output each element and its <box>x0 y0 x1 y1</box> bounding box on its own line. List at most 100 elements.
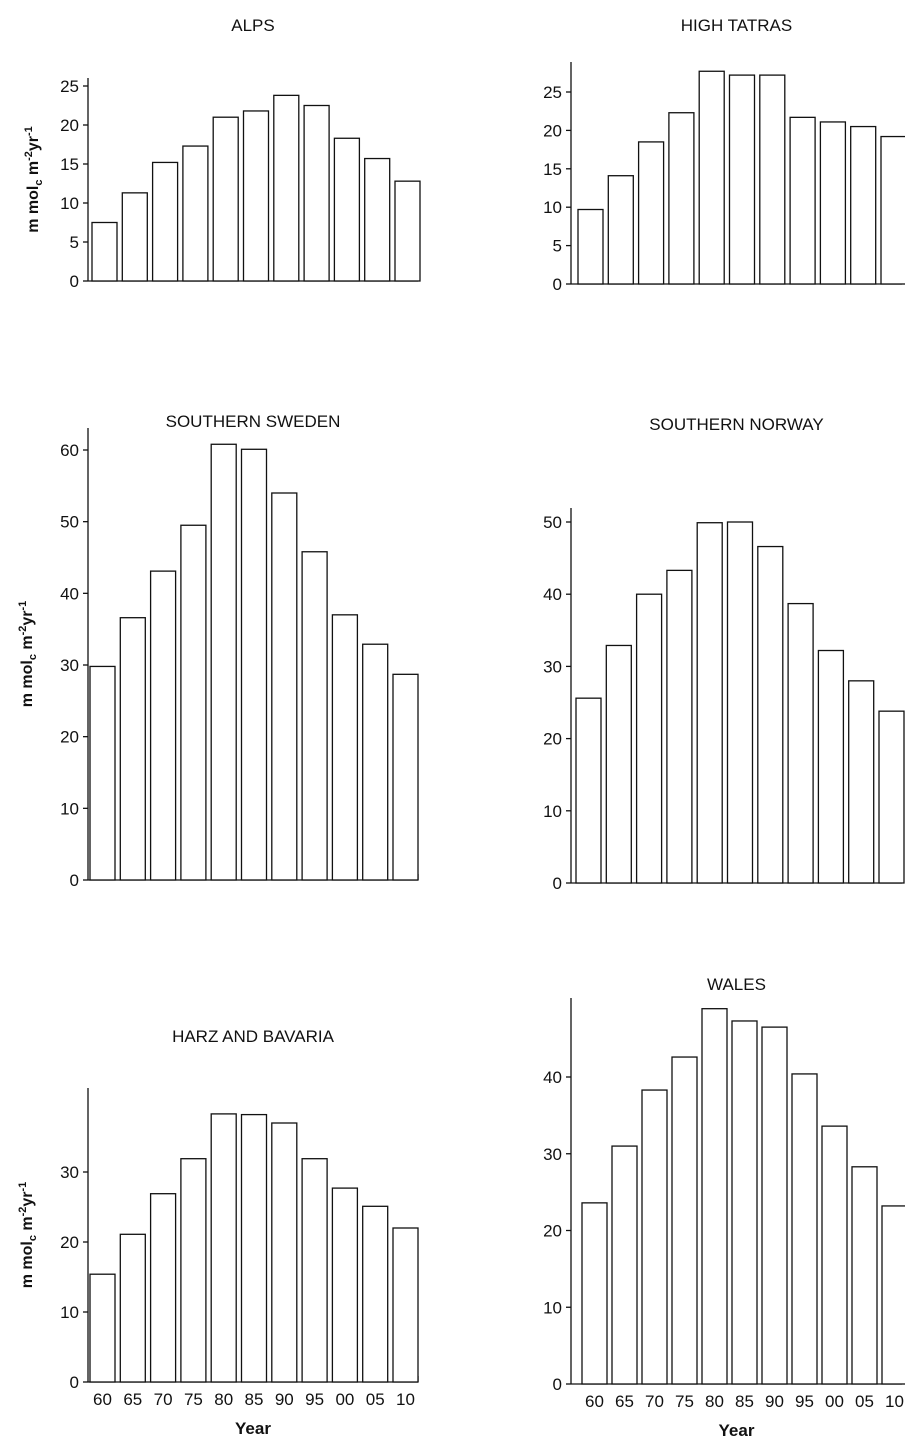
y-tick-label: 0 <box>70 871 79 890</box>
bar <box>242 110 270 282</box>
bar <box>392 673 419 881</box>
y-tick-label: 20 <box>543 730 562 749</box>
y-tick-label: 10 <box>60 194 79 213</box>
x-tick-label: 95 <box>305 1390 324 1409</box>
x-tick-label: 05 <box>366 1390 385 1409</box>
chart-title: SOUTHERN NORWAY <box>649 415 823 434</box>
bar <box>271 492 298 881</box>
chart-panel: HARZ AND BAVARIA 0 10 20 30 60 65 70 75 80 85 90 95 0… <box>17 1027 419 1438</box>
bar <box>701 1008 728 1385</box>
y-tick-label: 0 <box>70 1373 79 1392</box>
bar <box>362 1205 389 1383</box>
bar <box>757 545 784 884</box>
x-tick-label: 10 <box>885 1392 904 1411</box>
x-tick-label: 60 <box>93 1390 112 1409</box>
bar <box>210 443 237 881</box>
y-tick-label: 5 <box>553 237 562 256</box>
x-tick-label: 00 <box>825 1392 844 1411</box>
bar <box>607 175 634 285</box>
y-tick-label: 40 <box>60 584 79 603</box>
chart-title: SOUTHERN SWEDEN <box>166 412 341 431</box>
y-tick-label: 40 <box>543 585 562 604</box>
y-tick-label: 50 <box>543 513 562 532</box>
chart-panel: WALES 0 10 20 30 40 60 65 70 75 80 85 90 95 00 05 10 Year <box>543 975 905 1440</box>
bar <box>611 1145 638 1385</box>
x-axis-label: Year <box>719 1421 755 1440</box>
y-tick-label: 0 <box>553 275 562 294</box>
bar <box>240 1113 268 1383</box>
bar <box>698 70 725 285</box>
y-tick-label: 40 <box>543 1068 562 1087</box>
y-tick-label: 0 <box>70 272 79 291</box>
bar <box>848 680 875 884</box>
bar <box>362 643 389 881</box>
y-tick-label: 20 <box>543 1222 562 1241</box>
y-tick-label: 0 <box>553 1375 562 1394</box>
bar <box>759 74 786 285</box>
bar <box>182 145 209 282</box>
bar <box>392 1227 419 1383</box>
bar <box>817 649 845 884</box>
bar <box>364 157 391 282</box>
y-tick-label: 10 <box>60 799 79 818</box>
bar <box>89 1273 116 1383</box>
bar <box>637 141 665 285</box>
y-axis-label: m molc m-2yr-1 <box>23 126 45 233</box>
bar <box>121 192 148 282</box>
x-axis-label: Year <box>235 1419 271 1438</box>
bar <box>605 644 632 884</box>
x-tick-label: 65 <box>615 1392 634 1411</box>
bar <box>851 1166 878 1385</box>
x-tick-label: 90 <box>765 1392 784 1411</box>
bar <box>761 1026 788 1385</box>
bar <box>671 1056 698 1385</box>
x-tick-label: 05 <box>855 1392 874 1411</box>
x-tick-label: 90 <box>275 1390 294 1409</box>
bar <box>641 1089 668 1385</box>
x-tick-label: 70 <box>645 1392 664 1411</box>
y-axis-label: m molc m-2yr-1 <box>17 1182 39 1289</box>
bar <box>91 221 118 282</box>
bar <box>577 208 604 285</box>
x-tick-label: 70 <box>154 1390 173 1409</box>
y-tick-label: 10 <box>543 802 562 821</box>
y-tick-label: 25 <box>543 83 562 102</box>
y-tick-label: 25 <box>60 77 79 96</box>
x-tick-label: 60 <box>585 1392 604 1411</box>
chart-panel: SOUTHERN NORWAY 0 10 20 30 40 50 <box>543 415 905 893</box>
chart-panel: HIGH TATRAS 0 5 10 15 20 25 <box>543 16 905 294</box>
bar <box>880 135 905 285</box>
bar <box>210 1113 237 1383</box>
bar <box>787 602 814 884</box>
y-tick-label: 15 <box>543 160 562 179</box>
bar <box>303 104 330 282</box>
bar <box>119 617 146 881</box>
bar <box>331 1187 359 1383</box>
y-tick-label: 60 <box>60 441 79 460</box>
bar <box>119 1233 146 1383</box>
x-tick-label: 80 <box>705 1392 724 1411</box>
chart-title: ALPS <box>231 16 274 35</box>
y-axis-label: m molc m-2yr-1 <box>17 601 39 708</box>
bar <box>149 1193 177 1383</box>
chart-title: WALES <box>707 975 766 994</box>
y-tick-label: 0 <box>553 874 562 893</box>
bar <box>301 551 328 881</box>
bar <box>212 116 239 282</box>
bar <box>301 1158 328 1383</box>
bar <box>149 570 177 881</box>
bar <box>731 1020 758 1385</box>
y-tick-label: 30 <box>60 1163 79 1182</box>
x-tick-label: 10 <box>396 1390 415 1409</box>
y-tick-label: 20 <box>60 1233 79 1252</box>
y-tick-label: 10 <box>60 1303 79 1322</box>
bar <box>180 1158 207 1383</box>
bar <box>394 180 421 282</box>
bar <box>668 112 695 285</box>
bar <box>331 614 359 881</box>
y-tick-label: 30 <box>60 656 79 675</box>
x-tick-label: 75 <box>675 1392 694 1411</box>
y-tick-label: 30 <box>543 1145 562 1164</box>
bar <box>240 448 268 881</box>
